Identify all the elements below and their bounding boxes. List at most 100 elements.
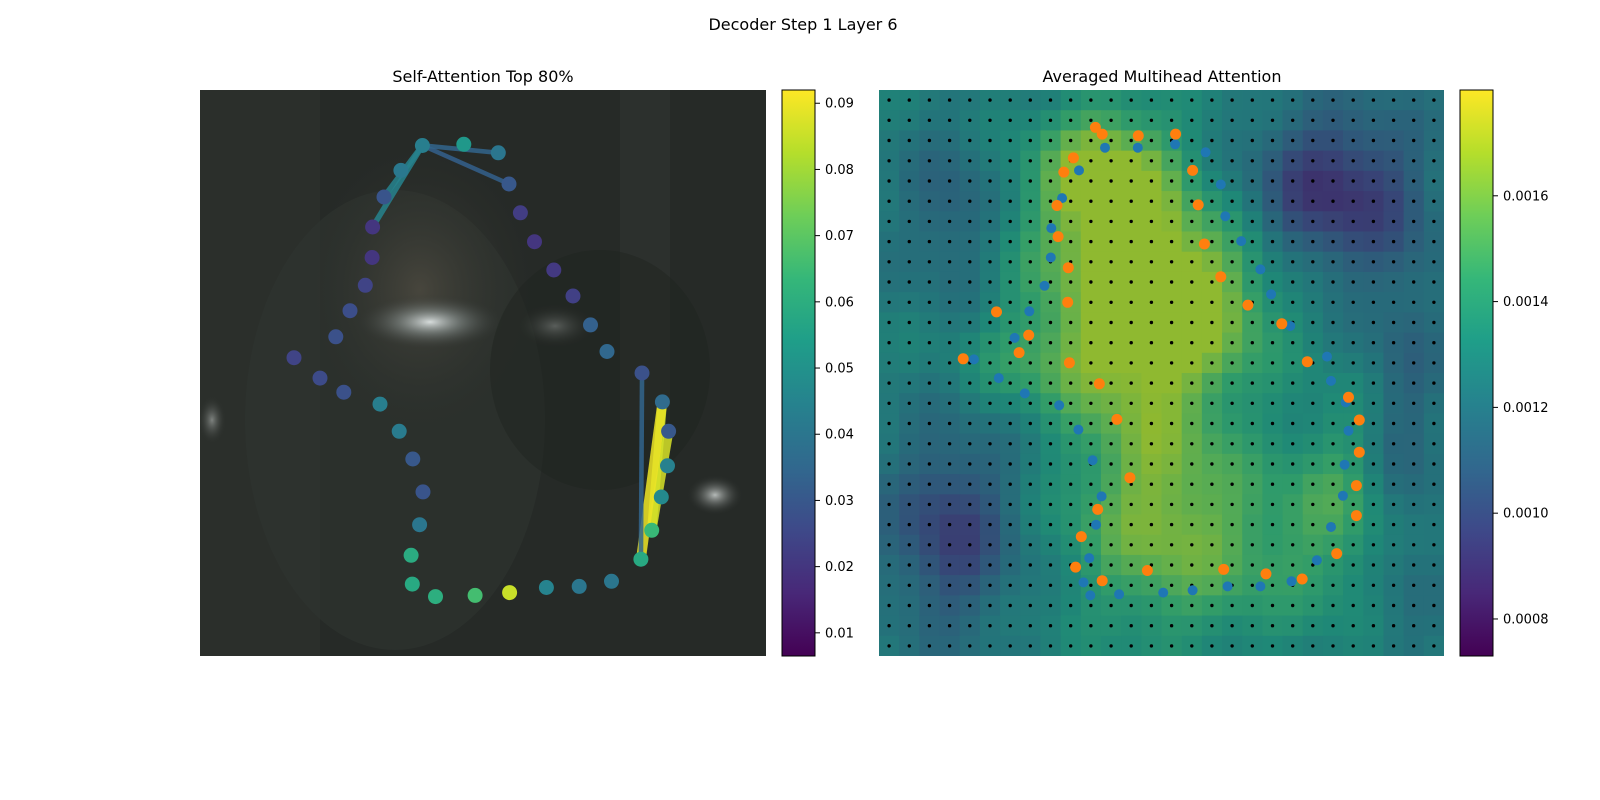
attention-point [391, 423, 407, 439]
grid-dot [1190, 280, 1194, 284]
predicted-point [1353, 414, 1365, 426]
grid-dot [1089, 300, 1093, 304]
grid-dot [988, 644, 992, 648]
grid-dot [1109, 563, 1113, 567]
grid-dot [1048, 361, 1053, 365]
grid-dot [988, 603, 992, 608]
grid-dot [907, 300, 911, 304]
colorbar-tick-label: 0.01 [825, 626, 854, 641]
grid-dot [1210, 118, 1214, 123]
grid-dot [1311, 462, 1315, 466]
grid-dot [1391, 280, 1396, 284]
grid-dot [927, 239, 932, 244]
grid-dot [1250, 118, 1255, 123]
grid-dot [1291, 219, 1295, 224]
reference-point [968, 354, 979, 365]
reference-point [1326, 522, 1336, 532]
grid-dot [1391, 320, 1396, 325]
grid-dot [1412, 502, 1416, 507]
predicted-point [1067, 152, 1079, 164]
predicted-point [1350, 510, 1362, 522]
attention-point [456, 136, 472, 152]
predicted-point [1331, 548, 1343, 560]
grid-dot [947, 159, 952, 163]
attention-point [393, 162, 409, 178]
grid-dot [1069, 219, 1073, 224]
grid-dot [947, 462, 952, 466]
grid-dot [1169, 118, 1174, 123]
self-attention-colorbar: 0.01 0.02 0.03 0.04 0.05 0.06 0.07 0.08 0.09 [781, 89, 854, 657]
grid-dot [1432, 361, 1436, 365]
grid-dot [1311, 219, 1315, 224]
grid-dot [1311, 563, 1315, 567]
grid-dot [1432, 644, 1436, 648]
grid-dot [1291, 401, 1295, 405]
grid-dot [1291, 138, 1295, 143]
grid-dot [1250, 401, 1255, 405]
grid-dot [1069, 624, 1073, 628]
grid-dot [1210, 644, 1214, 648]
grid-dot [1391, 522, 1396, 527]
grid-dot [988, 138, 992, 143]
grid-dot [1311, 341, 1315, 345]
grid-dot [1331, 421, 1335, 426]
grid-dot [1331, 199, 1335, 203]
grid-dot [1250, 199, 1255, 203]
grid-dot [887, 563, 891, 567]
grid-dot [1291, 421, 1295, 426]
grid-dot [1331, 603, 1335, 608]
grid-dot [887, 260, 891, 264]
grid-dot [1270, 442, 1275, 446]
grid-dot [988, 381, 992, 385]
grid-dot [1028, 563, 1033, 567]
grid-dot [1008, 624, 1012, 628]
grid-dot [1432, 522, 1436, 527]
grid-dot [1351, 219, 1355, 224]
grid-dot [1048, 138, 1053, 143]
grid-dot [947, 401, 952, 405]
grid-dot [927, 219, 932, 224]
grid-dot [1371, 280, 1376, 284]
grid-dot [1169, 543, 1174, 547]
grid-dot [1169, 421, 1174, 426]
grid-dot [1311, 239, 1315, 244]
grid-dot [1351, 543, 1355, 547]
grid-dot [947, 118, 952, 123]
grid-dot [1169, 644, 1174, 648]
grid-dot [907, 179, 911, 183]
grid-dot [1028, 138, 1033, 143]
grid-dot [1250, 179, 1255, 183]
grid-dot [1432, 442, 1436, 446]
attention-point [357, 277, 373, 293]
grid-dot [1169, 219, 1174, 224]
colorbar-tick-label: 0.0012 [1503, 401, 1549, 416]
grid-dot [968, 219, 972, 224]
grid-dot [1109, 260, 1113, 264]
grid-dot [1270, 644, 1275, 648]
predicted-point [1141, 565, 1153, 576]
grid-dot [1250, 320, 1255, 325]
grid-dot [1008, 401, 1012, 405]
grid-dot [1129, 361, 1133, 365]
grid-dot [947, 361, 952, 365]
grid-dot [1250, 341, 1255, 345]
grid-dot [1008, 199, 1012, 203]
grid-dot [1270, 320, 1275, 325]
reference-point [1132, 142, 1143, 153]
reference-point [1222, 581, 1233, 592]
grid-dot [1371, 179, 1376, 183]
grid-dot [1149, 462, 1154, 466]
reference-point [1085, 590, 1096, 601]
grid-dot [1190, 199, 1194, 203]
grid-dot [1432, 320, 1436, 325]
predicted-point [1096, 575, 1108, 587]
grid-dot [1048, 118, 1053, 123]
grid-dot [1129, 280, 1133, 284]
grid-dot [1270, 118, 1275, 123]
grid-dot [1270, 381, 1275, 385]
grid-dot [887, 361, 891, 365]
grid-dot [1412, 138, 1416, 143]
grid-dot [1048, 482, 1053, 486]
grid-dot [1311, 199, 1315, 203]
grid-dot [1210, 583, 1214, 587]
